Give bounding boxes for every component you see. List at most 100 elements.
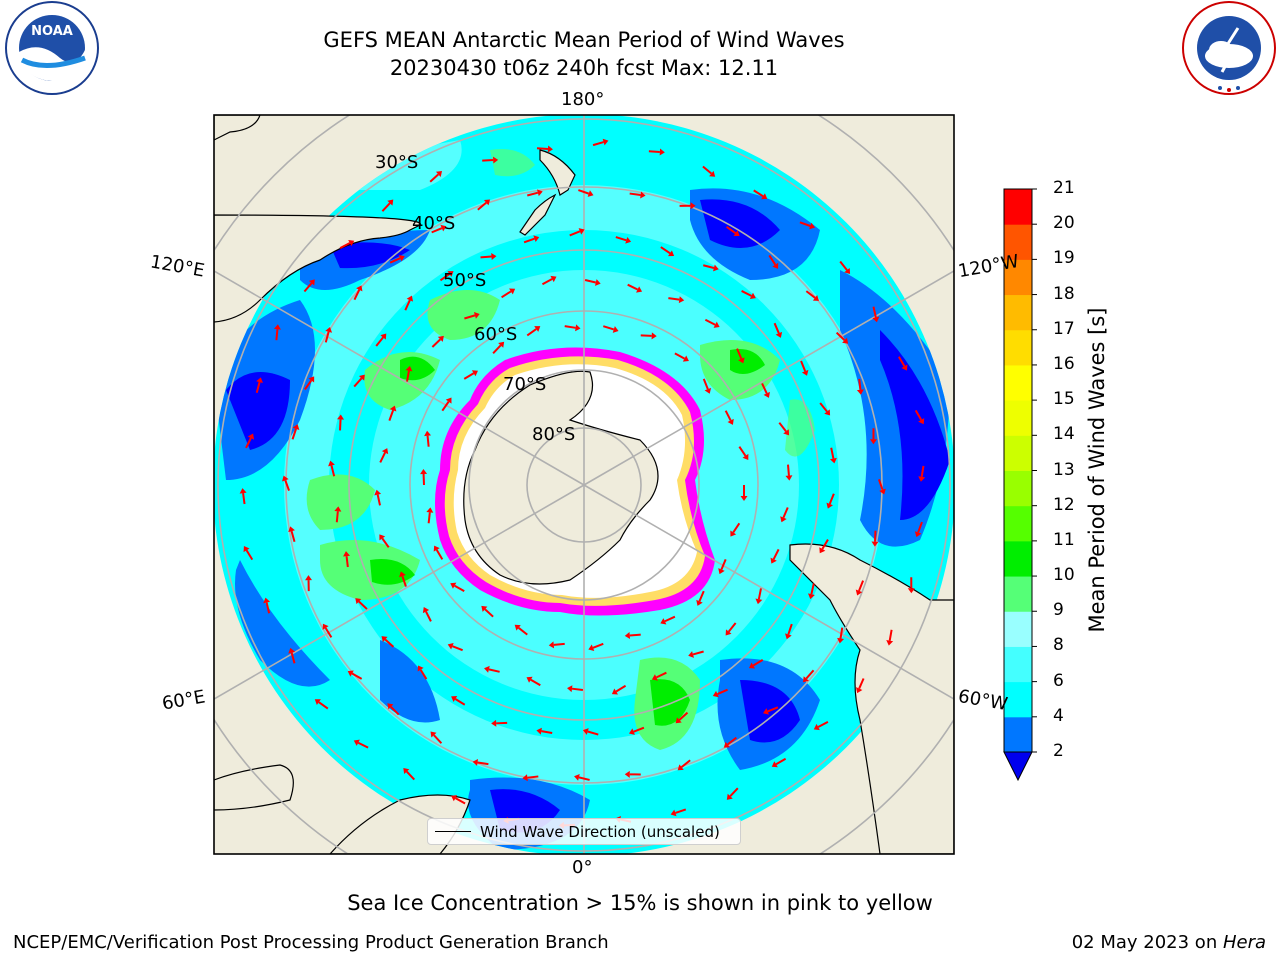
wave-arrow-head [356, 285, 363, 292]
wave-arrow-shaft [787, 623, 793, 635]
wave-arrow-head [433, 545, 440, 552]
wave-arrow-head [783, 429, 790, 436]
wave-arrow-shaft [858, 378, 862, 390]
colorbar-tick-label: 16 [1053, 353, 1075, 374]
legend-line-icon [435, 831, 471, 832]
colorbar-tick-label: 8 [1053, 635, 1064, 656]
wave-arrow-head [263, 597, 271, 604]
colorbar-tick-label: 13 [1053, 459, 1075, 480]
wave-arrow-head [509, 288, 516, 295]
wave-arrow-head [712, 690, 719, 698]
wave-arrow-head [725, 629, 732, 636]
wave-arrow-shaft [454, 584, 465, 592]
wave-arrow-shaft [773, 322, 780, 334]
wave-arrow-head [347, 670, 354, 677]
wave-arrow-head [871, 541, 879, 547]
wave-arrow-shaft [878, 479, 884, 491]
wave-arrow-shaft [702, 264, 715, 269]
wave-arrow-head [308, 279, 315, 286]
wave-arrow-head [426, 507, 434, 513]
wave-arrow-head [749, 292, 756, 299]
footer-branch: NCEP/EMC/Verification Post Processing Pr… [13, 932, 609, 953]
colorbar-segment [1004, 189, 1032, 225]
wave-arrow-shaft [678, 711, 689, 721]
wave-arrow-shaft [523, 237, 535, 244]
wave-arrow-shaft [426, 435, 430, 447]
wave-arrow-shaft [353, 289, 361, 301]
wave-arrow-head [550, 275, 557, 283]
wave-arrow-shaft [527, 775, 539, 779]
wave-arrow-shaft [429, 173, 439, 183]
wave-arrow-shaft [741, 290, 752, 297]
wave-arrow-head [451, 695, 458, 702]
colorbar-label: Mean Period of Wind Waves [s] [1085, 307, 1109, 633]
wave-arrow-head [325, 326, 333, 333]
wave-arrow-head [659, 148, 665, 156]
map-title: GEFS MEAN Antarctic Mean Period of Wind … [323, 28, 845, 52]
wave-arrow-head [837, 637, 845, 644]
wave-arrow-shaft [569, 230, 581, 237]
wave-arrow-shaft [324, 331, 330, 343]
wave-arrow-head [738, 357, 745, 364]
wave-arrow-shaft [488, 668, 500, 673]
colorbar-tick-label: 2 [1053, 741, 1064, 761]
lat-label-50s: 50°S [443, 270, 487, 291]
wave-arrow-shaft [698, 590, 705, 602]
wave-arrow-head [353, 739, 360, 746]
wave-arrow-head [424, 430, 432, 437]
wave-arrow-head [498, 341, 505, 348]
wave-arrow-shaft [587, 730, 599, 736]
wave-arrow-shaft [615, 684, 627, 693]
sea-ice-note: Sea Ice Concentration > 15% is shown in … [347, 891, 933, 915]
wave-arrow-head [855, 589, 863, 596]
wave-arrow-head [292, 424, 300, 430]
colorbar-segment [1004, 400, 1032, 436]
wave-arrow-shaft [275, 329, 279, 341]
wave-arrow-head [399, 571, 406, 578]
wave-arrow-head [314, 699, 321, 705]
wave-arrow-head [243, 546, 250, 553]
wave-arrow-head [907, 588, 915, 594]
wave-arrow-shaft [578, 776, 590, 781]
colorbar-segment [1004, 364, 1032, 401]
wave-arrow-head [420, 469, 428, 475]
wave-arrow-shaft [726, 225, 737, 234]
wave-arrow-head [636, 286, 643, 293]
wave-arrow-head [398, 254, 405, 262]
wave-arrow-head [533, 235, 540, 243]
colorbar-tick-label: 20 [1053, 213, 1075, 234]
wave-arrow-shaft [526, 191, 539, 197]
wave-arrow-shaft [648, 150, 660, 153]
wave-arrow-head [682, 355, 689, 362]
wave-arrow-shaft [702, 378, 709, 390]
wave-arrow-head [785, 633, 792, 640]
wave-arrow-shaft [675, 808, 687, 814]
wave-arrow-head [624, 770, 630, 778]
wave-arrow-shaft [536, 147, 549, 150]
wave-arrow-head [288, 526, 295, 533]
wave-arrow-head [742, 453, 749, 461]
wave-arrow-head [675, 717, 682, 724]
wave-arrow-shaft [775, 757, 787, 766]
wave-arrow-shaft [668, 297, 680, 301]
wave-arrow-shaft [330, 465, 336, 477]
wave-arrow-head [343, 551, 351, 557]
wave-arrow-head [690, 202, 696, 210]
wave-arrow-shaft [477, 761, 489, 766]
wave-arrow-head [445, 397, 452, 404]
wave-arrow-head [381, 636, 388, 643]
wave-arrow-shaft [835, 331, 846, 341]
wave-arrow-head [780, 516, 787, 523]
wave-arrow-shaft [592, 642, 604, 649]
wave-arrow-shaft [353, 377, 363, 388]
wave-arrow-shaft [242, 493, 246, 505]
wave-arrow-shaft [615, 236, 627, 242]
wave-arrow-shaft [736, 348, 743, 360]
colorbar-tick-label: 6 [1053, 670, 1064, 691]
wave-arrow-shaft [757, 588, 762, 600]
lat-label-70s: 70°S [503, 374, 547, 395]
wave-arrow-head [374, 489, 382, 496]
wave-arrow-head [534, 326, 541, 332]
wave-arrow-shaft [772, 548, 780, 560]
wave-arrow-shaft [463, 372, 475, 380]
